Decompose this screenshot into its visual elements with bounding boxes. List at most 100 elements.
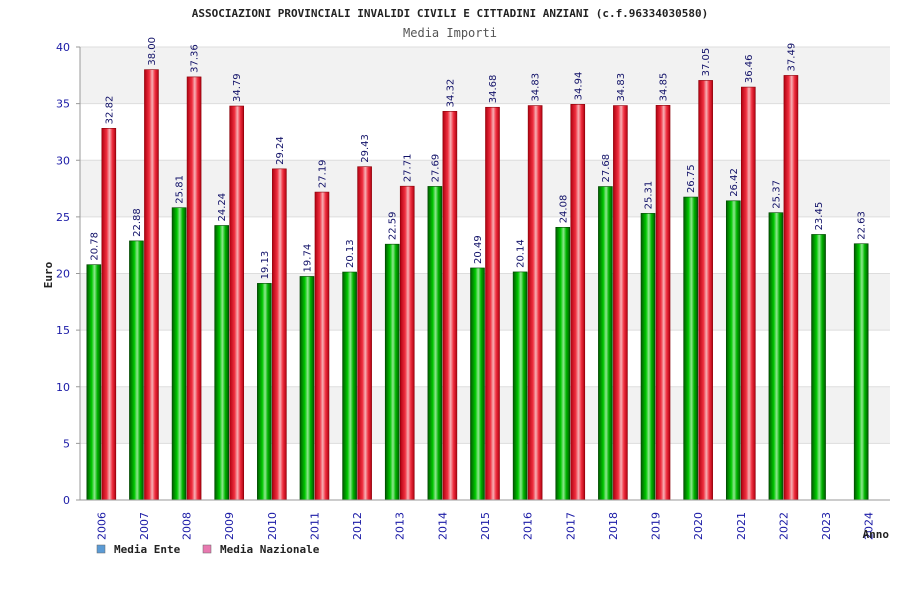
x-tick-label: 2011 <box>308 512 321 540</box>
x-tick-label: 2010 <box>266 512 279 540</box>
data-label-media-nazionale: 29.43 <box>360 134 371 163</box>
y-axis-label: Euro <box>42 261 55 288</box>
bar-media-nazionale <box>485 106 500 501</box>
bar-media-ente <box>640 213 656 501</box>
bar-media-nazionale <box>698 80 713 501</box>
plot-band <box>80 386 890 444</box>
data-label-media-nazionale: 34.83 <box>531 73 542 102</box>
plot-band <box>80 103 890 161</box>
data-label-media-nazionale: 34.32 <box>445 79 456 108</box>
data-label-media-nazionale: 34.68 <box>488 75 499 104</box>
data-label-media-ente: 20.49 <box>473 235 484 264</box>
data-label-media-ente: 20.13 <box>345 239 356 268</box>
data-label-media-ente: 23.45 <box>814 202 825 231</box>
bar-value-labels: 20.78 32.82 22.88 38.00 25.81 37.36 24.24 34.79… <box>89 37 867 279</box>
y-axis-ticks: 0 5 10 15 20 25 30 35 40 <box>56 41 80 507</box>
data-label-media-ente: 22.88 <box>132 208 143 237</box>
bar-media-ente <box>257 283 272 501</box>
bar-media-ente <box>427 186 443 501</box>
data-label-media-nazionale: 37.36 <box>190 44 201 73</box>
data-label-media-nazionale: 27.71 <box>403 154 414 183</box>
bar-media-nazionale <box>399 185 415 501</box>
y-tick-label: 15 <box>56 324 70 337</box>
x-tick-label: 2021 <box>735 512 748 540</box>
data-label-media-ente: 19.13 <box>260 251 271 280</box>
x-axis-ticks: 2006 2007 2008 2009 2010 2011 2012 2013 2014 2015… <box>95 512 875 540</box>
legend-swatch-media-ente <box>96 544 106 554</box>
legend-label-media-ente: Media Ente <box>114 543 181 556</box>
bar-media-ente <box>725 200 741 501</box>
bar-media-ente <box>768 212 784 501</box>
bar-media-nazionale <box>272 168 287 501</box>
bar-media-nazionale <box>144 69 159 501</box>
legend-label-media-nazionale: Media Nazionale <box>220 543 320 556</box>
plot-band <box>80 216 890 274</box>
x-tick-label: 2007 <box>138 512 151 540</box>
bar-media-ente <box>683 196 698 501</box>
data-label-media-nazionale: 38.00 <box>147 37 158 66</box>
bar-media-nazionale <box>613 105 628 501</box>
bar-media-ente <box>86 264 102 501</box>
x-tick-label: 2014 <box>436 512 449 540</box>
x-tick-label: 2008 <box>181 512 194 540</box>
data-label-media-ente: 24.08 <box>558 195 569 224</box>
bar-media-nazionale <box>229 105 245 501</box>
x-tick-label: 2020 <box>692 512 705 540</box>
x-tick-label: 2016 <box>522 512 535 540</box>
data-label-media-nazionale: 27.19 <box>317 159 328 188</box>
data-label-media-nazionale: 34.85 <box>659 73 670 102</box>
x-tick-label: 2006 <box>95 512 108 540</box>
data-label-media-ente: 22.63 <box>857 211 868 240</box>
bar-media-nazionale <box>783 75 799 501</box>
data-label-media-ente: 26.75 <box>686 164 697 193</box>
y-tick-label: 10 <box>56 381 70 394</box>
chart-title: ASSOCIAZIONI PROVINCIALI INVALIDI CIVILI… <box>192 7 709 20</box>
bar-media-ente <box>214 225 230 501</box>
data-label-media-ente: 26.42 <box>729 168 740 197</box>
data-label-media-nazionale: 34.94 <box>573 72 584 101</box>
x-tick-label: 2017 <box>564 512 577 540</box>
y-tick-label: 25 <box>56 211 70 224</box>
x-tick-label: 2023 <box>820 512 833 540</box>
bar-media-ente <box>342 271 357 501</box>
bar-media-nazionale <box>186 76 202 501</box>
bar-media-ente <box>129 240 144 501</box>
data-label-media-nazionale: 36.46 <box>744 54 755 83</box>
plot-band <box>80 330 890 387</box>
data-label-media-ente: 25.81 <box>175 175 186 204</box>
legend-swatch-media-nazionale <box>202 544 212 554</box>
bar-media-ente <box>470 267 485 501</box>
bar-media-nazionale <box>527 105 543 501</box>
plot-band <box>80 160 890 217</box>
data-label-media-nazionale: 32.82 <box>104 96 115 125</box>
bar-media-ente <box>811 234 826 501</box>
data-label-media-nazionale: 29.24 <box>275 136 286 165</box>
bar-media-ente <box>512 271 528 501</box>
x-tick-label: 2024 <box>863 512 876 540</box>
x-tick-label: 2022 <box>777 512 790 540</box>
bar-media-ente <box>853 243 869 501</box>
bar-media-nazionale <box>101 128 117 501</box>
bar-media-nazionale <box>655 105 671 501</box>
data-label-media-ente: 22.59 <box>388 212 399 241</box>
data-label-media-nazionale: 34.79 <box>232 73 243 102</box>
data-label-media-ente: 24.24 <box>217 193 228 222</box>
y-tick-label: 20 <box>56 268 70 281</box>
x-axis-label: Anno <box>863 528 890 541</box>
y-tick-label: 35 <box>56 98 70 111</box>
plot-band <box>80 47 890 104</box>
legend: Media Ente Media Nazionale <box>96 543 320 556</box>
data-label-media-ente: 25.37 <box>771 180 782 209</box>
y-tick-label: 5 <box>63 437 70 450</box>
bar-media-ente <box>384 243 400 501</box>
data-label-media-nazionale: 34.83 <box>616 73 627 102</box>
y-tick-label: 30 <box>56 154 70 167</box>
data-label-media-ente: 27.69 <box>430 154 441 183</box>
data-label-media-ente: 20.78 <box>89 232 100 261</box>
data-label-media-ente: 27.68 <box>601 154 612 183</box>
bar-media-ente <box>598 186 613 501</box>
bar-media-nazionale <box>740 86 756 501</box>
plot-band <box>80 443 890 500</box>
